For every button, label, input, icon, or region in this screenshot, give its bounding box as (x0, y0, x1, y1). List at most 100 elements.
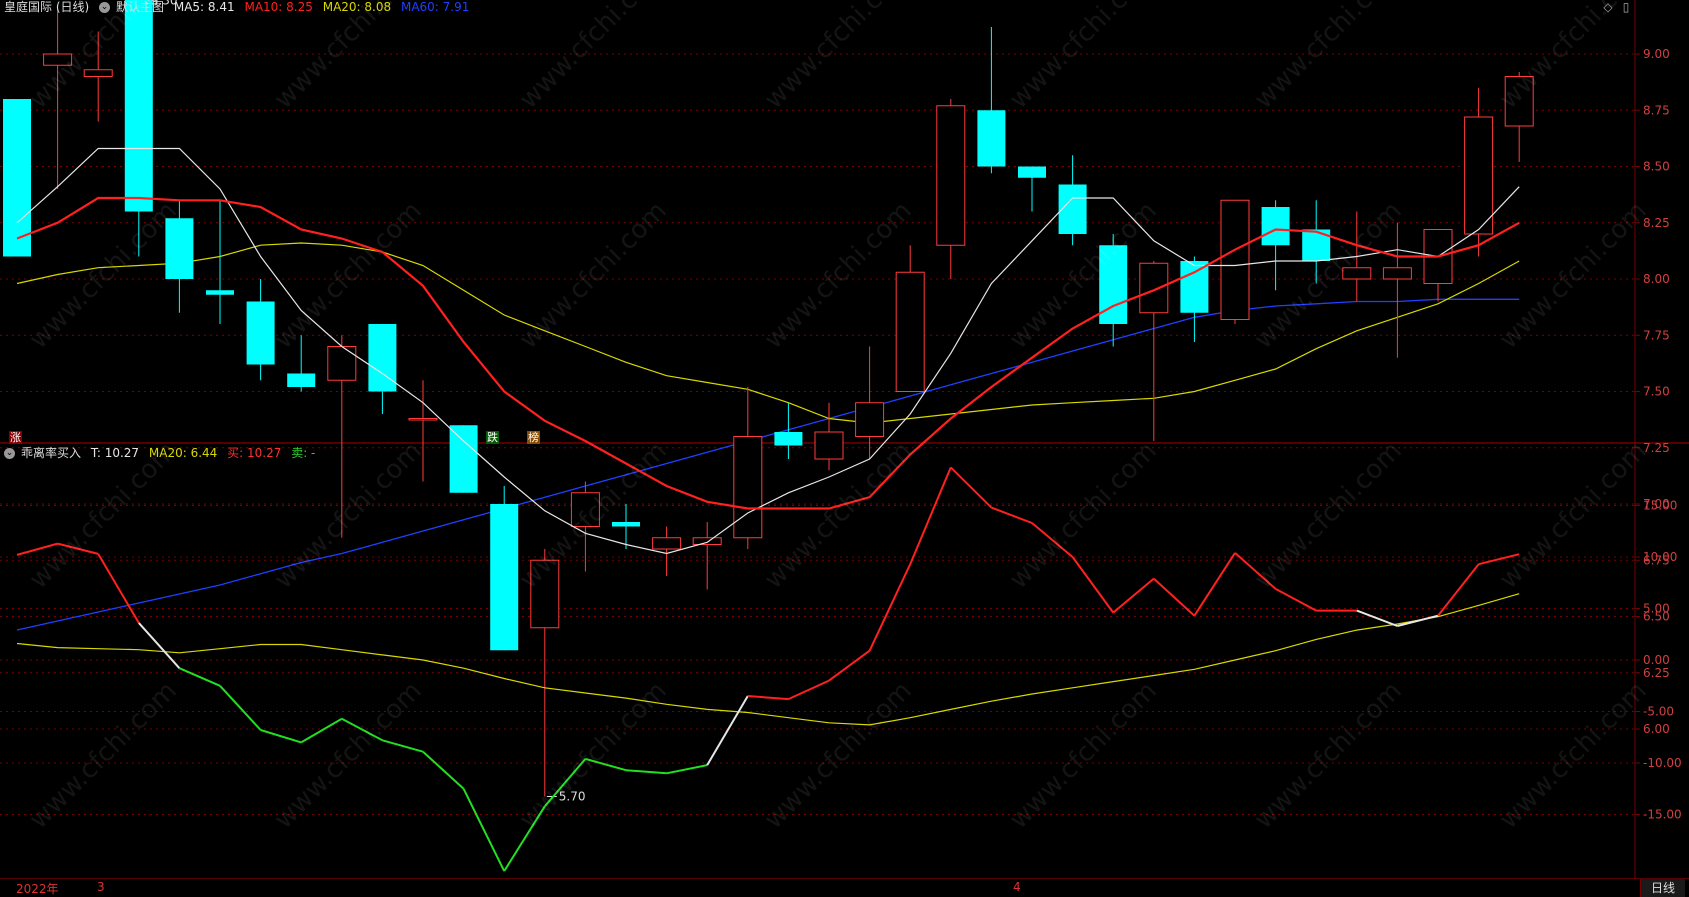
main-chart-header: 皇庭国际 (日线) ⌄ 默认主图 MA5: 8.41 MA10: 8.25 MA2… (4, 0, 475, 14)
candle (124, 0, 153, 257)
y-tick-label: 6.50 (1643, 610, 1670, 624)
candle (530, 549, 560, 797)
candle-body (124, 0, 153, 212)
t-line-segment (991, 506, 1033, 524)
t-line-segment (16, 542, 58, 556)
bang-badge[interactable]: 榜 (527, 431, 540, 444)
candle (936, 99, 966, 279)
buy-readout: 买: 10.27 (227, 446, 282, 460)
candle (774, 402, 803, 459)
timeline-year: 2022年 (16, 882, 59, 896)
t-line-segment (462, 788, 506, 872)
indicator-ma20-readout: MA20: 6.44 (148, 446, 218, 460)
t-line-segment (1071, 556, 1115, 614)
t-line-segment (138, 622, 181, 669)
chevron-down-icon[interactable]: ⌄ (99, 2, 111, 13)
y-tick-label: 6.75 (1643, 553, 1670, 567)
diamond-icon[interactable]: ◇ (1603, 0, 1613, 14)
candle (83, 31, 113, 122)
candle-body (287, 373, 316, 387)
y-tick-label: 8.75 (1643, 103, 1670, 117)
watermark: www.cfchi.com (269, 196, 428, 355)
candle-body (855, 402, 885, 437)
t-line-segment (57, 542, 99, 555)
watermark: www.cfchi.com (759, 0, 918, 115)
t-line-segment (219, 685, 262, 731)
t-line-segment (868, 563, 912, 652)
candle-body (1382, 267, 1412, 280)
watermark: www.cfchi.com (1249, 676, 1408, 835)
watermark: www.cfchi.com (1249, 0, 1408, 115)
t-line-segment (787, 679, 830, 701)
period-daily-button[interactable]: 日线 (1639, 879, 1685, 897)
candle-body (530, 559, 560, 629)
candle (43, 9, 73, 189)
candle (368, 324, 397, 414)
low-label: 5.70 (559, 790, 586, 804)
ma60-line (16, 298, 1520, 631)
candle-body (165, 218, 194, 279)
watermark: www.cfchi.com (1494, 0, 1653, 115)
chevron-down-icon[interactable]: ⌄ (4, 448, 15, 459)
die-badge[interactable]: 跌 (486, 431, 499, 444)
main-chart-name[interactable]: 默认主图 (116, 0, 165, 14)
ma60-readout: MA60: 7.91 (400, 0, 470, 14)
y-tick-label: 7.50 (1643, 385, 1670, 399)
t-line-segment (341, 717, 383, 742)
candle-body (895, 271, 925, 392)
menu-icon[interactable]: ▯ (1622, 0, 1630, 14)
watermark: www.cfchi.com (24, 676, 183, 835)
t-line-segment (300, 717, 343, 744)
t-line-segment (1478, 553, 1520, 566)
candle (1139, 261, 1169, 441)
t-line-segment (706, 695, 749, 766)
watermark: www.cfchi.com (759, 436, 918, 595)
candle-body (977, 110, 1006, 167)
candle-body (490, 504, 519, 651)
t-line-segment (585, 757, 627, 772)
candle-body (570, 492, 600, 527)
candle (408, 380, 438, 482)
candle-body (206, 290, 234, 295)
t-line-segment (1193, 552, 1236, 617)
t-line-segment (666, 764, 708, 775)
t-line-segment (503, 805, 546, 872)
candle-body (692, 537, 722, 545)
t-line-segment (1275, 588, 1317, 612)
candle-body (1139, 262, 1169, 314)
y-tick-label: 6.25 (1643, 666, 1670, 680)
t-line-segment (1356, 609, 1398, 627)
candle (692, 522, 722, 590)
indicator-name[interactable]: 乖离率买入 (21, 446, 82, 460)
candle (287, 335, 316, 392)
t-line-segment (1397, 614, 1439, 627)
sell-readout: 卖: - (291, 446, 316, 460)
t-line-segment (747, 695, 789, 701)
candle (1058, 155, 1087, 246)
ma20-readout: MA20: 8.08 (322, 0, 392, 14)
candle (1180, 256, 1209, 342)
t-line-segment (544, 758, 587, 807)
watermark: www.cfchi.com (269, 0, 428, 115)
t-line-segment (828, 649, 871, 682)
candle (165, 200, 194, 313)
watermark: www.cfchi.com (759, 196, 918, 355)
candle-body (83, 69, 113, 77)
t-line-segment (1153, 577, 1196, 617)
zhang-badge[interactable]: 涨 (9, 431, 22, 444)
watermark: www.cfchi.com (514, 0, 673, 115)
stock-title[interactable]: 皇庭国际 (日线) (4, 0, 90, 14)
candle-body (368, 324, 397, 392)
y-tick-label: 5.00 (1643, 602, 1670, 616)
watermark: www.cfchi.com (269, 676, 428, 835)
timeline-month-4: 4 (1013, 880, 1021, 894)
candle (1018, 166, 1046, 212)
candle (977, 27, 1006, 174)
y-tick-label: -15.00 (1643, 808, 1682, 822)
watermark: www.cfchi.com (514, 436, 673, 595)
candle-body (3, 99, 31, 257)
y-tick-label: 6.00 (1643, 722, 1670, 736)
candle (3, 99, 31, 257)
